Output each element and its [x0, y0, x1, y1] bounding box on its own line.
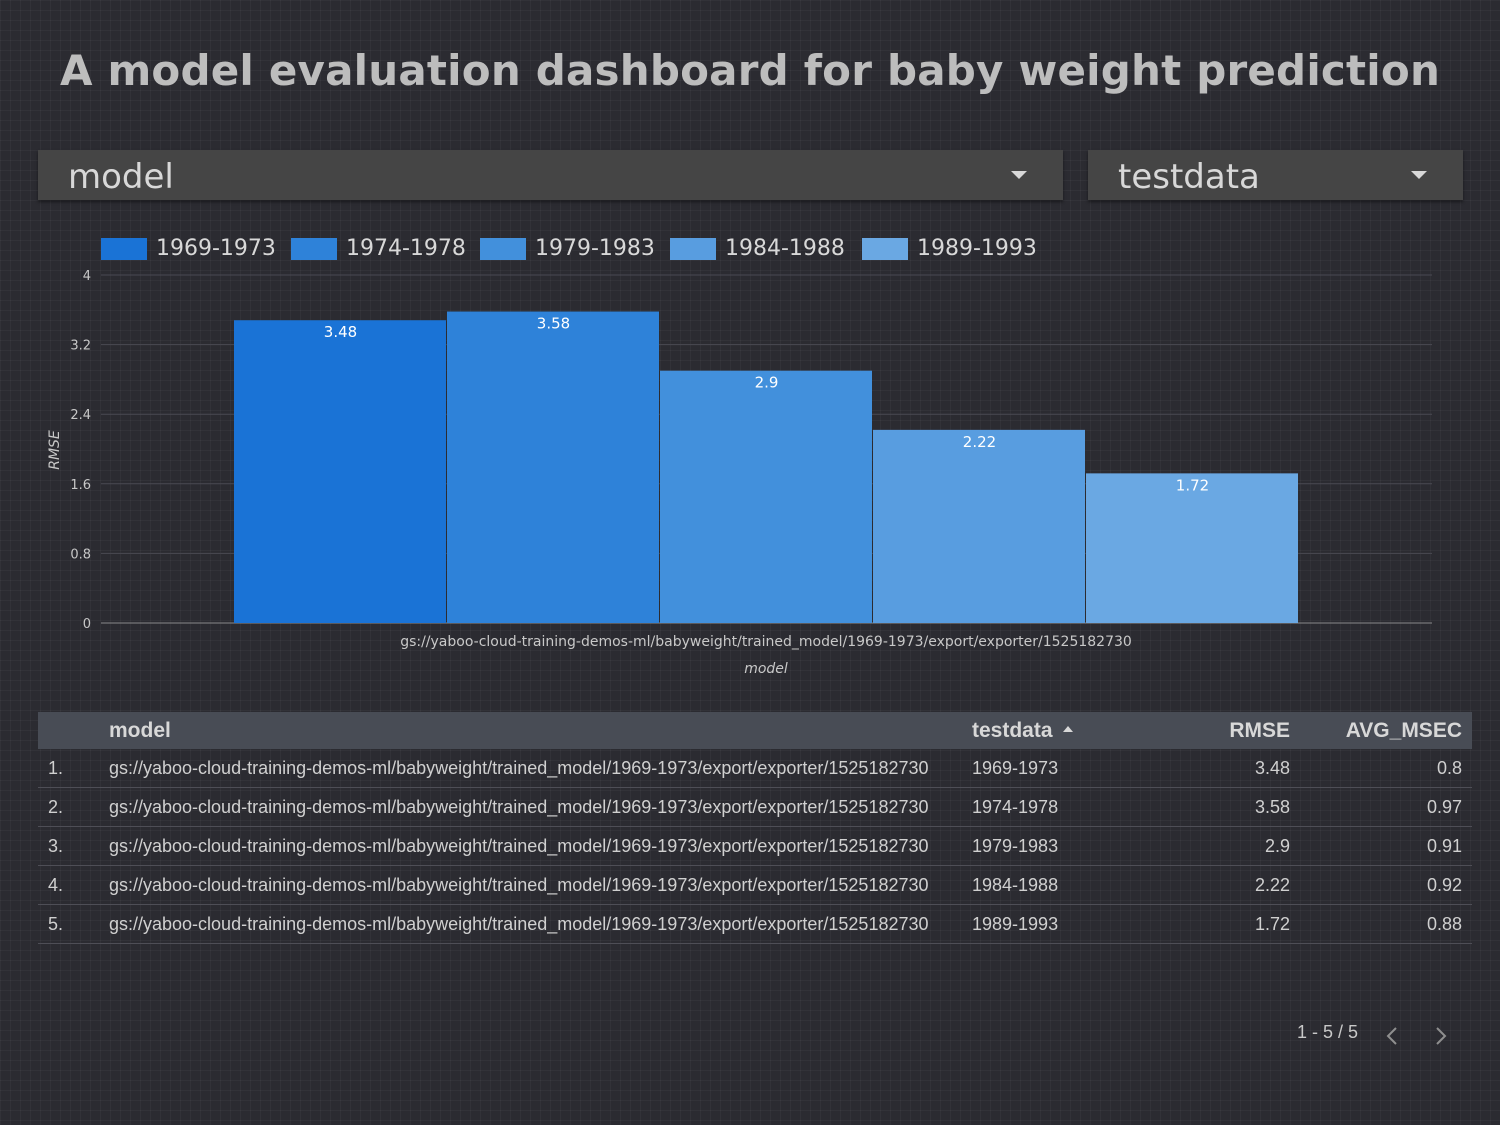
- legend-label: 1969-1973: [156, 236, 276, 261]
- table-row[interactable]: 5. gs://yaboo-cloud-training-demos-ml/ba…: [38, 904, 1472, 944]
- cell-testdata: 1974-1978: [972, 787, 1122, 827]
- page-title: A model evaluation dashboard for baby we…: [59, 46, 1441, 95]
- bar-1989-1993: [1086, 473, 1298, 623]
- row-index: 5.: [38, 904, 109, 944]
- chevron-right-icon: [1436, 1027, 1447, 1045]
- cell-rmse: 2.9: [1122, 826, 1290, 866]
- table-row[interactable]: 4. gs://yaboo-cloud-training-demos-ml/ba…: [38, 865, 1472, 905]
- cell-testdata: 1984-1988: [972, 865, 1122, 905]
- cell-testdata: 1989-1993: [972, 904, 1122, 944]
- y-tick-label: 4: [83, 269, 91, 284]
- cell-rmse: 1.72: [1122, 904, 1290, 944]
- cell-rmse: 3.48: [1122, 749, 1290, 788]
- legend-label: 1989-1993: [917, 236, 1037, 261]
- caret-down-icon: [1411, 171, 1427, 179]
- x-axis-title: model: [744, 661, 788, 677]
- previous-page-button[interactable]: [1379, 1022, 1407, 1050]
- cell-model: gs://yaboo-cloud-training-demos-ml/babyw…: [109, 904, 972, 944]
- column-header-model-label: model: [109, 718, 171, 742]
- cell-model: gs://yaboo-cloud-training-demos-ml/babyw…: [109, 826, 972, 866]
- bar-1979-1983: [660, 370, 872, 623]
- bar-chart: 0 0.8 1.6 2.4 3.2 4 3.48 3.58 2.9 2.22 1.72 gs://ya…: [47, 269, 1432, 677]
- legend-swatch: [291, 238, 337, 260]
- bar-data-label: 3.58: [537, 315, 570, 333]
- bar-data-label: 1.72: [1176, 476, 1209, 494]
- cell-model: gs://yaboo-cloud-training-demos-ml/babyw…: [109, 787, 972, 827]
- cell-rmse: 3.58: [1122, 787, 1290, 827]
- column-header-rmse-label: RMSE: [1229, 718, 1290, 742]
- column-header-index: [38, 712, 109, 749]
- column-header-avg-msec-label: AVG_MSEC: [1345, 718, 1462, 742]
- column-header-testdata[interactable]: testdata: [972, 712, 1122, 749]
- caret-down-icon: [1011, 171, 1027, 179]
- chevron-left-icon: [1386, 1027, 1397, 1045]
- cell-avg-msec: 0.97: [1290, 787, 1472, 827]
- bar-1974-1978: [447, 311, 659, 623]
- row-index: 3.: [38, 826, 109, 866]
- y-tick-label: 3.2: [70, 339, 91, 354]
- table-row[interactable]: 3. gs://yaboo-cloud-training-demos-ml/ba…: [38, 826, 1472, 866]
- legend-label: 1984-1988: [725, 236, 845, 261]
- y-tick-label: 1.6: [70, 478, 91, 493]
- sort-ascending-icon: [1062, 725, 1073, 732]
- y-tick-label: 0.8: [70, 547, 91, 562]
- cell-model: gs://yaboo-cloud-training-demos-ml/babyw…: [109, 865, 972, 905]
- legend-swatch: [480, 238, 526, 260]
- table-header-row: model testdata RMSE AVG_MSEC: [38, 712, 1472, 749]
- chart-legend: 1969-1973 1974-1978 1979-1983 1984-1988 1989…: [0, 236, 1500, 264]
- cell-avg-msec: 0.92: [1290, 865, 1472, 905]
- y-axis-title: RMSE: [47, 430, 63, 470]
- column-header-rmse[interactable]: RMSE: [1122, 712, 1290, 749]
- pagination-range: 1 - 5 / 5: [1296, 1022, 1358, 1042]
- legend-swatch: [670, 238, 716, 260]
- legend-label: 1974-1978: [346, 236, 466, 261]
- bar-1969-1973: [234, 320, 446, 623]
- y-tick-label: 0: [83, 617, 91, 632]
- row-index: 1.: [38, 749, 109, 788]
- bar-1984-1988: [873, 429, 1085, 623]
- column-header-model[interactable]: model: [109, 712, 972, 749]
- row-index: 2.: [38, 787, 109, 827]
- legend-swatch: [101, 238, 147, 260]
- results-table: model testdata RMSE AVG_MSEC 1. gs://yab…: [38, 712, 1472, 944]
- x-category-label: gs://yaboo-cloud-training-demos-ml/babyw…: [400, 634, 1132, 650]
- cell-testdata: 1969-1973: [972, 749, 1122, 788]
- cell-model: gs://yaboo-cloud-training-demos-ml/babyw…: [109, 749, 972, 788]
- bar-data-label: 2.22: [963, 433, 996, 451]
- cell-testdata: 1979-1983: [972, 826, 1122, 866]
- column-header-testdata-label: testdata: [972, 718, 1053, 742]
- bar-data-label: 2.9: [755, 374, 779, 392]
- model-filter-dropdown[interactable]: model: [38, 150, 1063, 200]
- legend-swatch: [862, 238, 908, 260]
- next-page-button[interactable]: [1427, 1022, 1455, 1050]
- table-row[interactable]: 2. gs://yaboo-cloud-training-demos-ml/ba…: [38, 787, 1472, 827]
- row-index: 4.: [38, 865, 109, 905]
- bar-data-label: 3.48: [324, 323, 357, 341]
- cell-rmse: 2.22: [1122, 865, 1290, 905]
- legend-label: 1979-1983: [535, 236, 655, 261]
- model-filter-label: model: [68, 157, 174, 197]
- testdata-filter-label: testdata: [1118, 157, 1260, 197]
- column-header-avg-msec[interactable]: AVG_MSEC: [1290, 712, 1472, 749]
- cell-avg-msec: 0.91: [1290, 826, 1472, 866]
- table-row[interactable]: 1. gs://yaboo-cloud-training-demos-ml/ba…: [38, 749, 1472, 788]
- y-tick-label: 2.4: [70, 408, 91, 423]
- cell-avg-msec: 0.88: [1290, 904, 1472, 944]
- results-table-container: model testdata RMSE AVG_MSEC 1. gs://yab…: [38, 712, 1472, 944]
- testdata-filter-dropdown[interactable]: testdata: [1088, 150, 1463, 200]
- cell-avg-msec: 0.8: [1290, 749, 1472, 788]
